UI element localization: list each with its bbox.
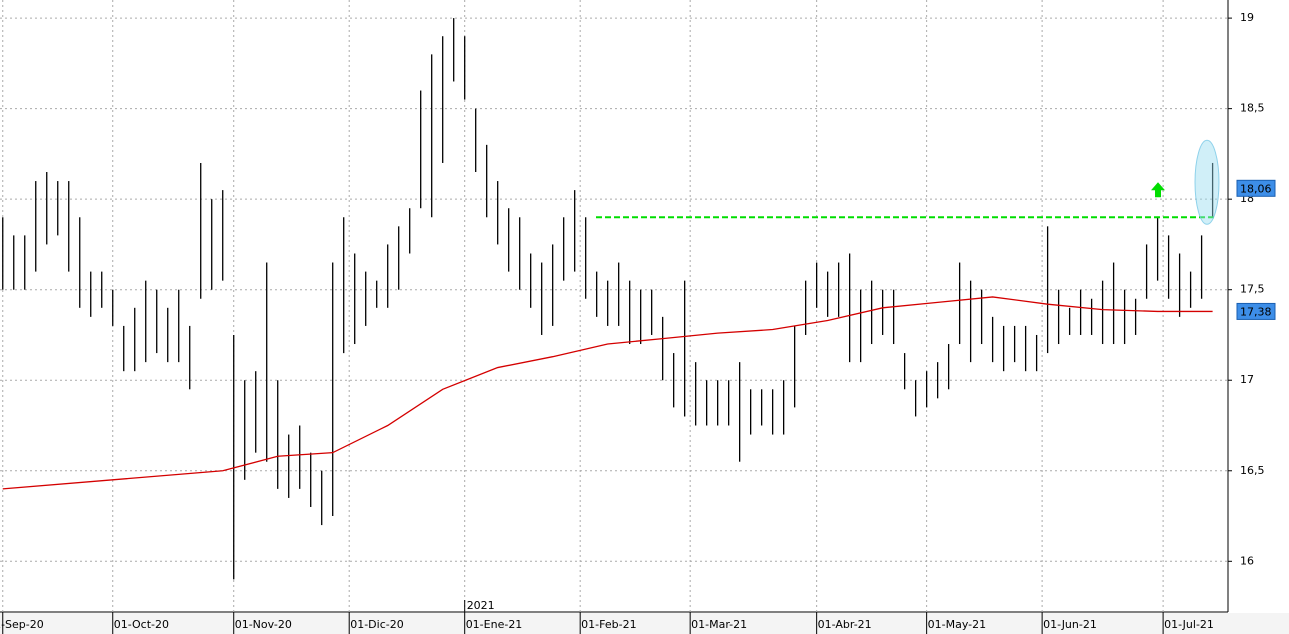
x-tick-label: 01-Mar-21 xyxy=(691,618,747,631)
up-arrow xyxy=(1151,182,1165,198)
price-box-label: 17,38 xyxy=(1240,305,1272,318)
x-tick-label: 01-Dic-20 xyxy=(350,618,404,631)
y-tick-label: 18,5 xyxy=(1240,102,1265,115)
y-tick-label: 16,5 xyxy=(1240,464,1265,477)
year-label: 2021 xyxy=(467,599,495,612)
price-box xyxy=(1236,302,1276,320)
x-tick-label: 01-Jul-21 xyxy=(1164,618,1214,631)
x-tick-label: 01-Ene-21 xyxy=(466,618,523,631)
y-tick-label: 16 xyxy=(1240,554,1254,567)
x-tick-label: 01-May-21 xyxy=(928,618,986,631)
price-box-label: 18,06 xyxy=(1240,182,1272,195)
moving-average xyxy=(2,296,1213,490)
x-tick-label: 01-Oct-20 xyxy=(114,618,169,631)
x-tick-label: 01-Nov-20 xyxy=(235,618,292,631)
y-tick-label: 17 xyxy=(1240,373,1254,386)
y-tick-label: 17,5 xyxy=(1240,283,1265,296)
y-tick-label: 19 xyxy=(1240,11,1254,24)
price-box xyxy=(1236,179,1276,197)
highlight xyxy=(1194,139,1220,225)
x-tick-label: 01-Jun-21 xyxy=(1043,618,1097,631)
date-bar xyxy=(0,613,1289,634)
x-tick-label: 01-Sep-20 xyxy=(0,618,44,631)
x-tick-label: 01-Feb-21 xyxy=(581,618,636,631)
x-tick-label: 01-Abr-21 xyxy=(818,618,872,631)
